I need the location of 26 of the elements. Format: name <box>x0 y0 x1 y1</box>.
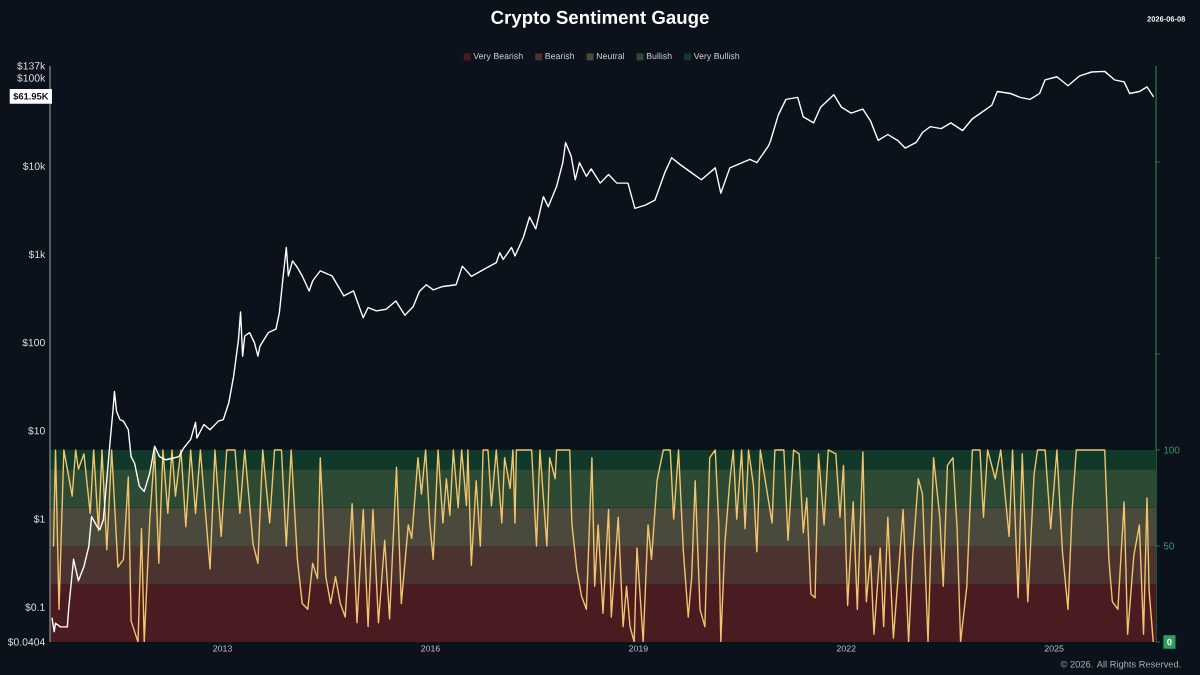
y-tick-label: $1k <box>28 250 46 259</box>
y-tick-label: $0.1 <box>25 603 45 612</box>
legend-label: Very Bearish <box>473 52 523 61</box>
x-tick-label: 2025 <box>1044 645 1064 652</box>
y2-tick-label: 100 <box>1164 446 1180 454</box>
x-tick-label: 2022 <box>836 645 856 652</box>
legend-label: Neutral <box>596 52 624 60</box>
x-tick-label: 2019 <box>629 645 648 652</box>
text: © 2026. All Rights Reserved. <box>1060 660 1181 670</box>
legend-label: Bullish <box>646 52 672 60</box>
y-tick-label: $137k <box>17 61 46 71</box>
y-tick-label: $0.0404 <box>7 637 45 647</box>
chart-title: Crypto Sentiment Gauge <box>491 10 709 28</box>
y-tick-label: $100k <box>17 73 46 83</box>
y-tick-label: $10 <box>28 426 45 436</box>
line-series <box>51 70 1154 633</box>
y-tick-label: $100 <box>22 338 45 347</box>
x-tick-label: 2013 <box>213 645 232 652</box>
y2-tick-label: 50 <box>1163 542 1174 550</box>
x-tick-label: 2016 <box>421 645 440 652</box>
legend-label: Very Bullish <box>693 52 740 61</box>
y-tick-label: $10k <box>22 162 46 171</box>
y-tick-label: $61.95K <box>13 92 49 101</box>
y-tick-label: $1 <box>33 514 45 524</box>
y2-tick-label: 0 <box>1167 638 1172 646</box>
legend-label: Bearish <box>545 52 575 60</box>
